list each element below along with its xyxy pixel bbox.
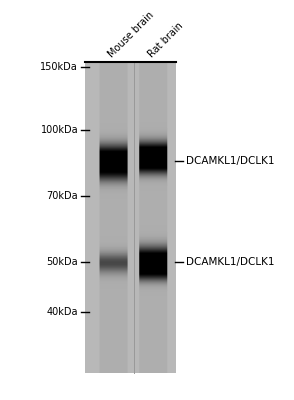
Text: 40kDa: 40kDa <box>47 308 78 318</box>
Text: 70kDa: 70kDa <box>46 191 78 201</box>
Text: 150kDa: 150kDa <box>40 62 78 72</box>
Text: DCAMKL1/DCLK1: DCAMKL1/DCLK1 <box>186 257 275 267</box>
Text: 50kDa: 50kDa <box>46 257 78 267</box>
Text: Rat brain: Rat brain <box>146 21 185 60</box>
Text: 100kDa: 100kDa <box>41 125 78 135</box>
Text: Mouse brain: Mouse brain <box>106 10 156 60</box>
Text: DCAMKL1/DCLK1: DCAMKL1/DCLK1 <box>186 156 275 166</box>
